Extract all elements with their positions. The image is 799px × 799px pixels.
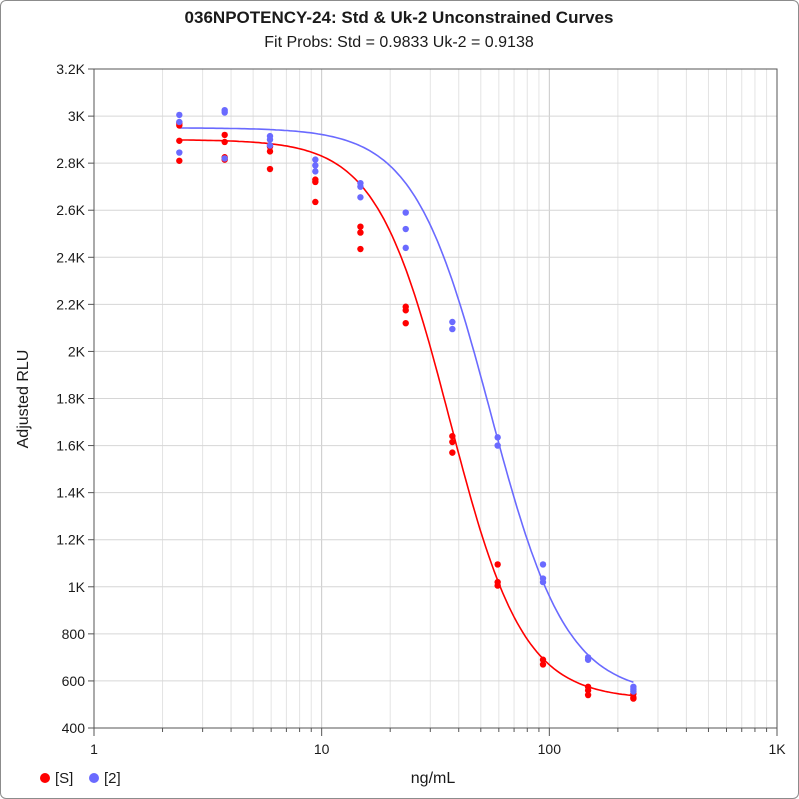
data-point-uk2 [584,656,592,663]
data-point-uk2 [449,325,456,333]
data-point-uk2 [221,155,228,162]
y-axis-label: Adjusted RLU [15,350,32,449]
x-tick-label: 10 [314,741,330,757]
data-point-uk2 [402,225,409,233]
y-tick-label: 600 [62,673,86,689]
data-point-std [176,137,183,144]
data-point-uk2 [176,149,183,156]
data-point-std [584,687,592,694]
data-point-std [402,319,409,327]
data-point-std [494,561,501,568]
data-point-uk2 [312,162,319,169]
data-point-std [449,449,456,456]
y-tick-label: 1.8K [56,391,85,407]
fit-curves [179,127,634,697]
y-tick-label: 1K [68,579,86,595]
data-point-uk2 [402,209,409,216]
y-tick-label: 2.2K [56,296,85,312]
data-point-std [539,656,547,663]
y-tick-label: 1.4K [56,485,85,501]
data-point-uk2 [176,118,183,126]
x-axis-label: ng/mL [411,770,456,787]
data-point-std [357,223,364,230]
grid-lines [94,69,777,728]
y-tick-label: 2.4K [56,249,85,265]
data-point-std [494,582,501,589]
data-point-uk2 [449,318,456,326]
data-point-std [176,157,183,164]
data-point-uk2 [539,561,547,568]
data-point-uk2 [494,442,501,449]
x-tick-label: 100 [538,741,562,757]
data-point-std [449,432,456,440]
data-point-std [539,661,547,668]
y-tick-label: 1.6K [56,438,85,454]
legend: [S] [2] [40,770,121,787]
data-point-std [630,695,637,702]
legend-label-std: [S] [55,770,73,787]
data-point-uk2 [357,194,364,201]
data-point-std [221,138,228,146]
data-point-std [266,148,274,155]
data-point-uk2 [266,136,274,143]
data-point-std [312,178,319,186]
data-point-uk2 [312,156,319,163]
data-point-uk2 [539,578,547,586]
legend-marker-uk2 [89,773,99,783]
chart-title: 036NPOTENCY-24: Std & Uk-2 Unconstrained… [185,8,614,27]
y-tick-label: 1.2K [56,532,85,548]
data-point-uk2 [630,688,637,695]
y-tick-label: 2.6K [56,202,85,218]
y-tick-label: 3.2K [56,61,85,77]
y-tick-label: 800 [62,626,86,642]
legend-marker-std [40,773,50,783]
data-point-std [449,438,456,446]
y-tick-label: 400 [62,720,86,736]
data-point-uk2 [402,244,409,252]
y-tick-label: 2.8K [56,155,85,171]
data-point-std [357,229,364,236]
data-point-uk2 [176,111,183,119]
y-tick-label: 3K [68,108,86,124]
data-points [176,106,637,702]
axis-ticks: 400 600 800 1K 1.2K 1.4K 1.6K 1.8K 2K 2.2K 2.4K 2.6… [56,61,786,757]
fit-curve-std [179,139,634,697]
data-point-uk2 [357,183,364,190]
x-tick-label: 1 [90,741,98,757]
data-point-std [402,307,409,314]
chart-subtitle: Fit Probs: Std = 0.9833 Uk-2 = 0.9138 [264,34,534,51]
data-point-std [584,691,592,699]
data-point-uk2 [312,168,319,175]
data-point-uk2 [221,109,228,116]
data-point-std [221,131,228,139]
fit-curve-uk2 [179,127,634,683]
data-point-std [266,165,274,173]
data-point-std [312,198,319,206]
data-point-uk2 [494,434,501,441]
y-tick-label: 2K [68,343,86,359]
legend-label-uk2: [2] [104,770,121,787]
data-point-uk2 [266,142,274,149]
x-tick-label: 1K [768,741,786,757]
data-point-std [357,245,364,253]
